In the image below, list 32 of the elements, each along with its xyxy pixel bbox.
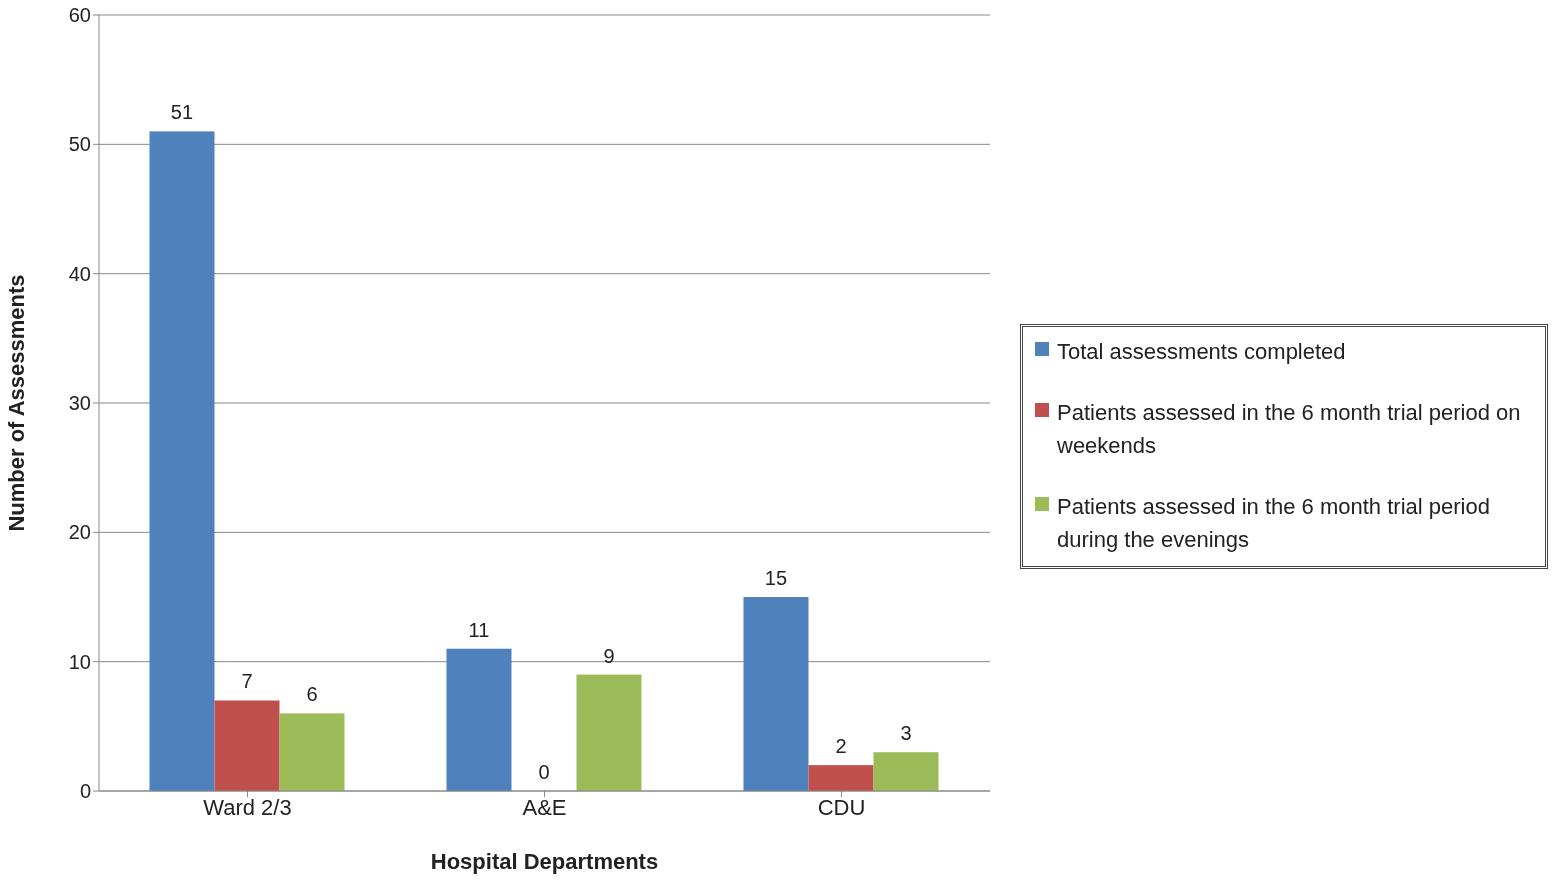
bar [873, 752, 939, 791]
legend-label: Patients assessed in the 6 month trial period during the evenings [1057, 493, 1491, 554]
x-tick-label: Ward 2/3 [203, 794, 292, 820]
data-label: 11 [468, 618, 490, 641]
bar [214, 700, 280, 791]
y-tick-label: 60 [68, 4, 91, 27]
data-label: 6 [306, 683, 318, 706]
data-label: 15 [764, 567, 788, 589]
y-tick-label: 10 [68, 650, 91, 673]
y-tick-label: 40 [68, 262, 91, 285]
bar [808, 765, 874, 791]
data-label: 0 [538, 761, 550, 783]
data-label: 7 [241, 670, 253, 693]
data-label: 9 [603, 644, 615, 667]
y-tick-label: 20 [68, 521, 91, 544]
bar [576, 674, 642, 791]
y-tick-label: 50 [68, 133, 91, 156]
bar [446, 648, 512, 791]
data-label: 3 [900, 722, 912, 745]
y-axis-title: Number of Assessments [3, 274, 29, 532]
data-label: 51 [170, 101, 194, 124]
data-label: 2 [835, 735, 847, 758]
bar [279, 713, 345, 791]
y-tick-label: 0 [79, 780, 91, 803]
x-axis-title: Hospital Departments [430, 849, 659, 874]
x-tick-label: A&E [522, 794, 567, 820]
bar [743, 597, 809, 791]
legend-label: Patients assessed in the 6 month trial period on weekends [1057, 399, 1522, 460]
bar [149, 131, 215, 791]
x-tick-label: CDU [817, 794, 866, 820]
legend-label: Total assessments completed [1057, 338, 1346, 366]
y-tick-label: 30 [68, 392, 91, 415]
